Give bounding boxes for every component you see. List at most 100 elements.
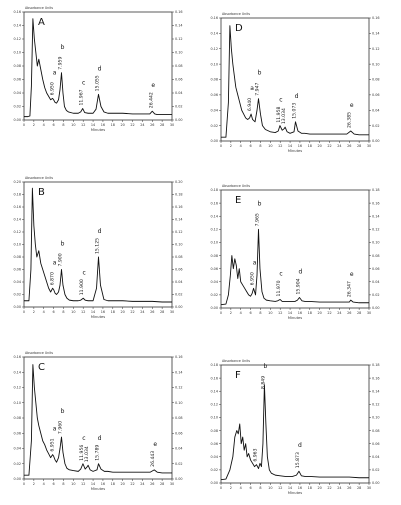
- y-tick-label-right: 0.04: [372, 280, 380, 284]
- x-tick-label: 10: [268, 486, 272, 490]
- y-tick-label-right: 0.06: [372, 267, 380, 271]
- x-tick-label: 16: [298, 144, 302, 148]
- x-axis-label: Minutes: [288, 491, 302, 495]
- y-tick-label: 0.12: [13, 386, 21, 390]
- panel-label: D: [235, 23, 243, 34]
- y-tick-label: 0.06: [210, 93, 218, 97]
- y-tick-label-right: 0.10: [372, 62, 380, 66]
- chromatogram-panel-b: Absorbance Units 0.00 0.00 0.02 0.02 0.04 0.04…: [13, 176, 182, 319]
- y-tick-label: 0.16: [210, 16, 218, 20]
- y-tick-label-right: 0.04: [175, 91, 183, 95]
- peak-letter: d: [98, 435, 102, 442]
- x-tick-label: 14: [288, 144, 292, 148]
- chromatogram-trace: [24, 187, 172, 303]
- y-tick-label-right: 0.02: [372, 293, 380, 297]
- x-tick-label: 2: [230, 311, 232, 315]
- y-tick-label: 0.10: [13, 401, 21, 405]
- x-axis-label: Minutes: [91, 315, 105, 319]
- y-tick-label: 0.18: [210, 188, 218, 192]
- peak-retention-time: 6.951: [50, 438, 56, 451]
- x-tick-label: 24: [140, 482, 144, 486]
- peak-letter: a: [53, 69, 57, 76]
- y-tick-label: 0.02: [13, 293, 21, 297]
- peak-letter: b: [61, 44, 65, 51]
- y-tick-label: 0.04: [210, 108, 218, 112]
- y-tick-label: 0.00: [13, 305, 21, 309]
- x-tick-label: 14: [91, 123, 95, 127]
- peak-retention-time: 26.347: [347, 281, 353, 297]
- peak-retention-time: 7.900: [57, 253, 63, 266]
- peak-retention-time: 6.963: [253, 448, 259, 461]
- x-tick-label: 28: [357, 486, 361, 490]
- y-tick-label-right: 0.08: [175, 255, 183, 259]
- x-tick-label: 24: [140, 310, 144, 314]
- y-tick-label-right: 0.02: [175, 105, 183, 109]
- y-tick-label-right: 0.12: [175, 37, 183, 41]
- x-tick-label: 26: [150, 482, 154, 486]
- x-tick-label: 8: [259, 144, 261, 148]
- peak-letter: a: [253, 259, 257, 266]
- x-tick-label: 30: [367, 144, 371, 148]
- peak-letter: d: [299, 269, 303, 276]
- y-tick-label-right: 0.20: [175, 180, 183, 184]
- x-tick-label: 2: [33, 310, 35, 314]
- y-tick-label: 0.16: [13, 10, 21, 14]
- peak-letter: b: [258, 70, 262, 77]
- x-tick-label: 18: [308, 486, 312, 490]
- peak-retention-time: 11.958: [276, 106, 282, 122]
- y-tick-label: 0.02: [210, 124, 218, 128]
- panel-label: C: [38, 362, 45, 373]
- x-tick-label: 0: [220, 311, 222, 315]
- y-tick-label: 0.20: [13, 180, 21, 184]
- y-tick-label-right: 0.00: [175, 477, 183, 481]
- y-tick-label: 0.06: [13, 431, 21, 435]
- y-tick-label-right: 0.02: [175, 462, 183, 466]
- y-tick-label-right: 0.16: [175, 355, 183, 359]
- x-tick-label: 30: [367, 311, 371, 315]
- y-tick-label-right: 0.00: [175, 118, 183, 122]
- x-tick-label: 14: [91, 482, 95, 486]
- x-tick-label: 30: [367, 486, 371, 490]
- x-tick-label: 12: [278, 144, 282, 148]
- y-tick-label-right: 0.12: [372, 403, 380, 407]
- y-tick-label: 0.00: [13, 118, 21, 122]
- x-tick-label: 16: [101, 123, 105, 127]
- peak-letter: d: [98, 65, 102, 72]
- x-tick-label: 14: [288, 311, 292, 315]
- x-tick-label: 28: [357, 144, 361, 148]
- x-tick-label: 4: [43, 310, 45, 314]
- y-tick-label: 0.10: [13, 51, 21, 55]
- y-tick-label: 0.14: [210, 32, 218, 36]
- y-tick-label-right: 0.18: [372, 188, 380, 192]
- x-axis-label: Minutes: [91, 487, 105, 491]
- panel-label: E: [235, 195, 241, 206]
- x-axis-label: Minutes: [91, 128, 105, 132]
- x-tick-label: 18: [111, 123, 115, 127]
- x-tick-label: 12: [278, 486, 282, 490]
- y-tick-label-right: 0.00: [372, 139, 380, 143]
- y-tick-label-right: 0.16: [372, 16, 380, 20]
- y-tick-label-right: 0.18: [175, 193, 183, 197]
- y-tick-label-right: 0.14: [175, 24, 183, 28]
- x-tick-label: 30: [170, 310, 174, 314]
- y-tick-label: 0.12: [13, 230, 21, 234]
- peak-letter: e: [350, 271, 354, 278]
- y-tick-label-right: 0.14: [372, 32, 380, 36]
- x-tick-label: 0: [23, 123, 25, 127]
- y-tick-label: 0.16: [210, 201, 218, 205]
- y-tick-label: 0.10: [210, 62, 218, 66]
- x-tick-label: 28: [160, 310, 164, 314]
- y-tick-label-right: 0.10: [175, 51, 183, 55]
- x-tick-label: 22: [327, 311, 331, 315]
- y-tick-label: 0.00: [210, 306, 218, 310]
- x-tick-label: 24: [337, 311, 341, 315]
- chromatogram-trace: [221, 25, 369, 138]
- y-tick-label-right: 0.10: [175, 243, 183, 247]
- x-tick-label: 10: [268, 311, 272, 315]
- peak-letter: a: [53, 426, 57, 433]
- x-tick-label: 16: [101, 482, 105, 486]
- x-tick-label: 2: [33, 123, 35, 127]
- panel-label: F: [235, 370, 241, 381]
- y-tick-label-right: 0.14: [175, 370, 183, 374]
